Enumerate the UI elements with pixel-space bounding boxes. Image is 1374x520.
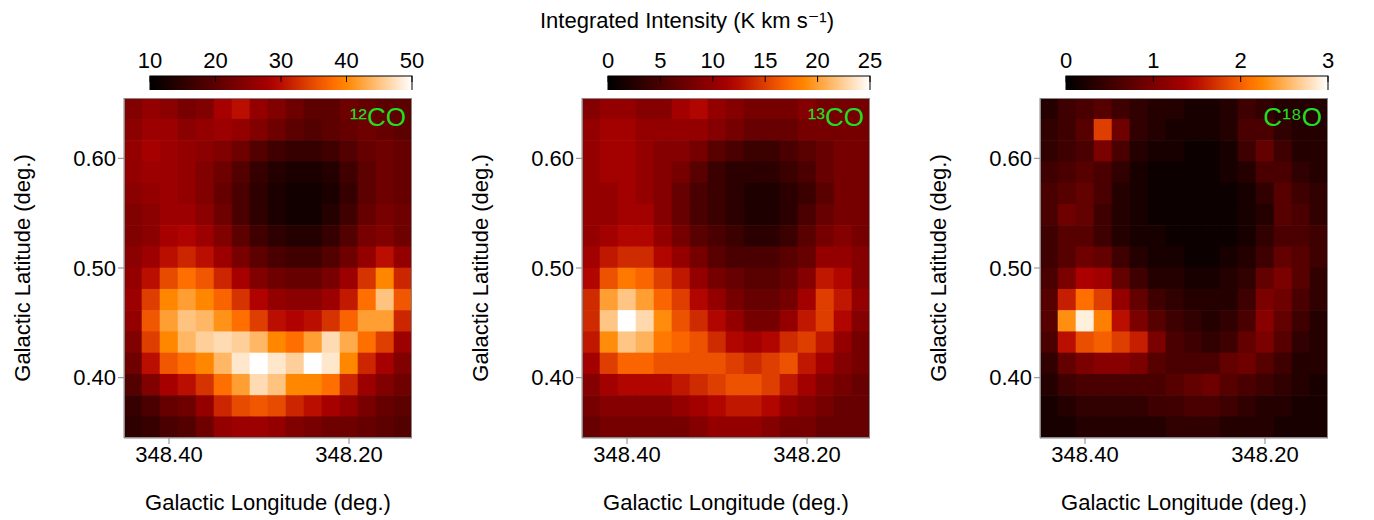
svg-text:0.60: 0.60 (73, 146, 116, 171)
svg-text:0.40: 0.40 (531, 365, 574, 390)
svg-text:40: 40 (334, 48, 358, 73)
svg-text:Galactic Longitude (deg.): Galactic Longitude (deg.) (1061, 490, 1307, 515)
svg-text:0.50: 0.50 (73, 256, 116, 281)
svg-text:348.20: 348.20 (773, 442, 840, 467)
svg-text:0.60: 0.60 (531, 146, 574, 171)
svg-text:10: 10 (138, 48, 162, 73)
svg-text:348.40: 348.40 (135, 442, 202, 467)
svg-text:348.20: 348.20 (315, 442, 382, 467)
svg-text:30: 30 (269, 48, 293, 73)
html-text:¹²CO: ¹²CO (349, 102, 406, 132)
svg-text:Galactic Latitude (deg.): Galactic Latitude (deg.) (468, 154, 493, 381)
svg-text:0.50: 0.50 (989, 256, 1032, 281)
svg-text:5: 5 (654, 48, 666, 73)
svg-text:348.40: 348.40 (593, 442, 660, 467)
svg-text:348.20: 348.20 (1231, 442, 1298, 467)
svg-text:0.60: 0.60 (989, 146, 1032, 171)
svg-text:Galactic Longitude (deg.): Galactic Longitude (deg.) (145, 490, 391, 515)
svg-text:20: 20 (203, 48, 227, 73)
html-text:Integrated Intensity (K km s⁻¹: Integrated Intensity (K km s⁻¹) (540, 8, 834, 33)
svg-text:0: 0 (602, 48, 614, 73)
svg-text:Galactic Latitude (deg.): Galactic Latitude (deg.) (926, 154, 951, 381)
svg-text:1: 1 (1147, 48, 1159, 73)
svg-text:0.40: 0.40 (73, 365, 116, 390)
svg-text:20: 20 (805, 48, 829, 73)
svg-text:10: 10 (701, 48, 725, 73)
html-text:C¹⁸O: C¹⁸O (1263, 102, 1322, 132)
svg-text:0.50: 0.50 (531, 256, 574, 281)
html-text:¹³CO: ¹³CO (807, 102, 864, 132)
svg-text:25: 25 (858, 48, 882, 73)
svg-text:2: 2 (1235, 48, 1247, 73)
svg-text:348.40: 348.40 (1051, 442, 1118, 467)
svg-text:Galactic Latitude (deg.): Galactic Latitude (deg.) (10, 154, 35, 381)
svg-text:50: 50 (400, 48, 424, 73)
svg-text:3: 3 (1322, 48, 1334, 73)
svg-text:Galactic Longitude (deg.): Galactic Longitude (deg.) (603, 490, 849, 515)
svg-text:0.40: 0.40 (989, 365, 1032, 390)
svg-text:0: 0 (1060, 48, 1072, 73)
svg-text:15: 15 (753, 48, 777, 73)
